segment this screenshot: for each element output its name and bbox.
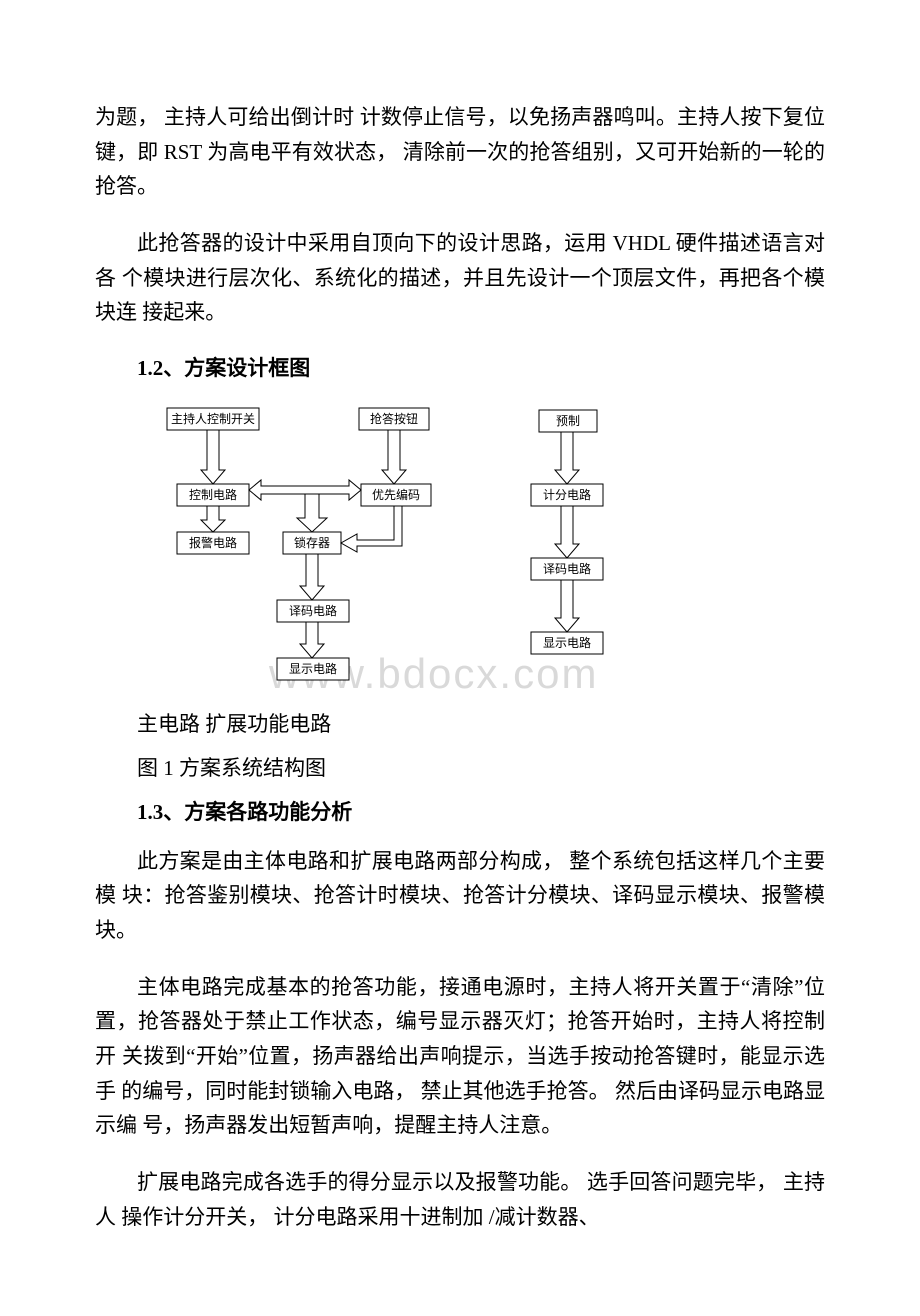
document-page: 为题， 主持人可给出倒计时 计数停止信号，以免扬声器鸣叫。主持人按下复位键，即 … [0, 0, 920, 1316]
node-prio: 优先编码 [372, 487, 420, 502]
diagram-caption-1: 主电路 扩展功能电路 [95, 708, 825, 738]
flowchart-svg: 主持人控制开关 抢答按钮 控制电路 优先编码 报警电路 锁存器 译码电路 显示电… [149, 400, 769, 700]
flowchart-right: 预制 计分电路 译码电路 显示电路 [531, 410, 603, 654]
paragraph-4: 主体电路完成基本的抢答功能，接通电源时，主持人将开关置于“清除”位 置，抢答器处… [95, 970, 825, 1143]
diagram-caption-2: 图 1 方案系统结构图 [95, 752, 825, 782]
node-answer: 抢答按钮 [370, 411, 418, 426]
node-preset: 预制 [556, 414, 580, 428]
node-disp2: 显示电路 [543, 635, 591, 650]
node-dec2: 译码电路 [543, 561, 591, 576]
node-host: 主持人控制开关 [171, 411, 255, 426]
paragraph-3: 此方案是由主体电路和扩展电路两部分构成， 整个系统包括这样几个主要模 块：抢答鉴… [95, 844, 825, 948]
node-score: 计分电路 [543, 487, 591, 502]
node-alarm: 报警电路 [189, 535, 237, 550]
heading-1-3: 1.3、方案各路功能分析 [95, 796, 825, 826]
node-ctrl: 控制电路 [189, 487, 237, 502]
heading-1-2: 1.2、方案设计框图 [95, 352, 825, 382]
paragraph-1: 为题， 主持人可给出倒计时 计数停止信号，以免扬声器鸣叫。主持人按下复位键，即 … [95, 100, 825, 204]
diagram-container: www.bdocx.com 主持人控制开关 抢答按钮 控制电路 优先编码 报警电… [149, 400, 769, 700]
flowchart-left: 主持人控制开关 抢答按钮 控制电路 优先编码 报警电路 锁存器 译码电路 显示电… [167, 408, 431, 680]
node-dec: 译码电路 [289, 603, 337, 618]
node-disp: 显示电路 [289, 661, 337, 676]
node-latch: 锁存器 [294, 535, 330, 550]
paragraph-5: 扩展电路完成各选手的得分显示以及报警功能。 选手回答问题完毕， 主持人 操作计分… [95, 1165, 825, 1234]
paragraph-2: 此抢答器的设计中采用自顶向下的设计思路，运用 VHDL 硬件描述语言对各 个模块… [95, 226, 825, 330]
